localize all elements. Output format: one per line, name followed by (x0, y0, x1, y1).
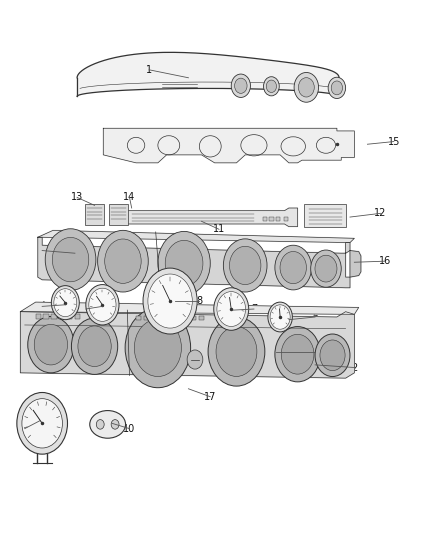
FancyBboxPatch shape (59, 314, 64, 319)
Text: 18: 18 (309, 346, 321, 357)
FancyBboxPatch shape (152, 316, 157, 320)
Circle shape (17, 392, 67, 454)
Polygon shape (20, 312, 354, 378)
Circle shape (266, 80, 276, 93)
Polygon shape (20, 302, 359, 314)
Text: 12: 12 (374, 208, 387, 219)
Circle shape (270, 305, 290, 329)
FancyBboxPatch shape (183, 316, 188, 320)
Circle shape (51, 286, 79, 320)
Circle shape (134, 319, 181, 376)
Polygon shape (350, 251, 361, 277)
Circle shape (125, 308, 191, 387)
Polygon shape (125, 208, 297, 227)
Circle shape (331, 81, 343, 95)
Circle shape (294, 72, 318, 102)
Circle shape (28, 317, 74, 373)
FancyBboxPatch shape (191, 316, 196, 320)
Circle shape (235, 78, 247, 93)
Circle shape (315, 334, 350, 376)
Circle shape (105, 239, 141, 284)
FancyBboxPatch shape (263, 216, 267, 221)
Polygon shape (103, 128, 354, 163)
Text: 3: 3 (39, 246, 45, 255)
Circle shape (311, 250, 341, 287)
Text: 8: 8 (196, 296, 202, 306)
Circle shape (52, 237, 89, 282)
Circle shape (275, 245, 311, 290)
Circle shape (187, 350, 203, 369)
Circle shape (216, 327, 257, 376)
Circle shape (111, 419, 119, 429)
Circle shape (315, 255, 337, 282)
Polygon shape (77, 52, 339, 96)
Ellipse shape (90, 410, 126, 438)
Circle shape (45, 229, 96, 290)
Circle shape (275, 327, 320, 382)
FancyBboxPatch shape (175, 316, 180, 320)
FancyBboxPatch shape (144, 316, 149, 320)
Text: 14: 14 (124, 192, 136, 203)
Circle shape (320, 340, 345, 370)
Text: 5: 5 (83, 304, 89, 314)
Text: 7: 7 (251, 304, 257, 314)
Circle shape (281, 334, 314, 374)
FancyBboxPatch shape (199, 316, 204, 320)
FancyBboxPatch shape (284, 216, 288, 221)
FancyBboxPatch shape (85, 204, 104, 225)
Text: 15: 15 (388, 136, 400, 147)
FancyBboxPatch shape (67, 314, 72, 319)
Text: 10: 10 (124, 424, 136, 434)
FancyBboxPatch shape (159, 316, 165, 320)
Text: 4: 4 (39, 301, 45, 311)
Circle shape (158, 231, 210, 295)
Circle shape (143, 268, 197, 334)
Circle shape (71, 318, 118, 374)
Text: 16: 16 (379, 256, 391, 266)
FancyBboxPatch shape (109, 204, 128, 225)
Circle shape (223, 239, 267, 292)
Circle shape (230, 246, 261, 285)
Circle shape (268, 302, 292, 332)
Text: 9: 9 (21, 424, 28, 434)
Circle shape (231, 74, 251, 98)
Polygon shape (38, 237, 350, 288)
FancyBboxPatch shape (43, 314, 49, 319)
Circle shape (78, 326, 111, 367)
Polygon shape (38, 230, 354, 243)
Circle shape (208, 317, 265, 386)
FancyBboxPatch shape (136, 316, 141, 320)
FancyBboxPatch shape (35, 314, 41, 319)
Text: 1: 1 (146, 65, 152, 75)
Circle shape (96, 419, 104, 429)
Circle shape (328, 77, 346, 99)
FancyBboxPatch shape (167, 316, 173, 320)
Circle shape (89, 288, 116, 321)
FancyBboxPatch shape (75, 314, 80, 319)
Text: 2: 2 (351, 362, 357, 373)
Text: 6: 6 (312, 312, 318, 322)
Circle shape (22, 399, 63, 448)
Text: 11: 11 (213, 224, 225, 235)
FancyBboxPatch shape (51, 314, 57, 319)
Circle shape (98, 230, 148, 292)
Circle shape (165, 240, 203, 286)
Text: 13: 13 (71, 192, 83, 203)
Circle shape (54, 289, 77, 317)
Circle shape (264, 77, 279, 96)
FancyBboxPatch shape (269, 216, 274, 221)
FancyBboxPatch shape (276, 216, 280, 221)
Circle shape (214, 288, 249, 330)
Circle shape (280, 252, 307, 284)
Circle shape (298, 78, 314, 97)
Circle shape (86, 285, 119, 325)
Circle shape (148, 274, 192, 328)
FancyBboxPatch shape (304, 204, 346, 227)
Circle shape (34, 325, 67, 365)
Circle shape (217, 292, 246, 327)
Text: 17: 17 (204, 392, 216, 402)
